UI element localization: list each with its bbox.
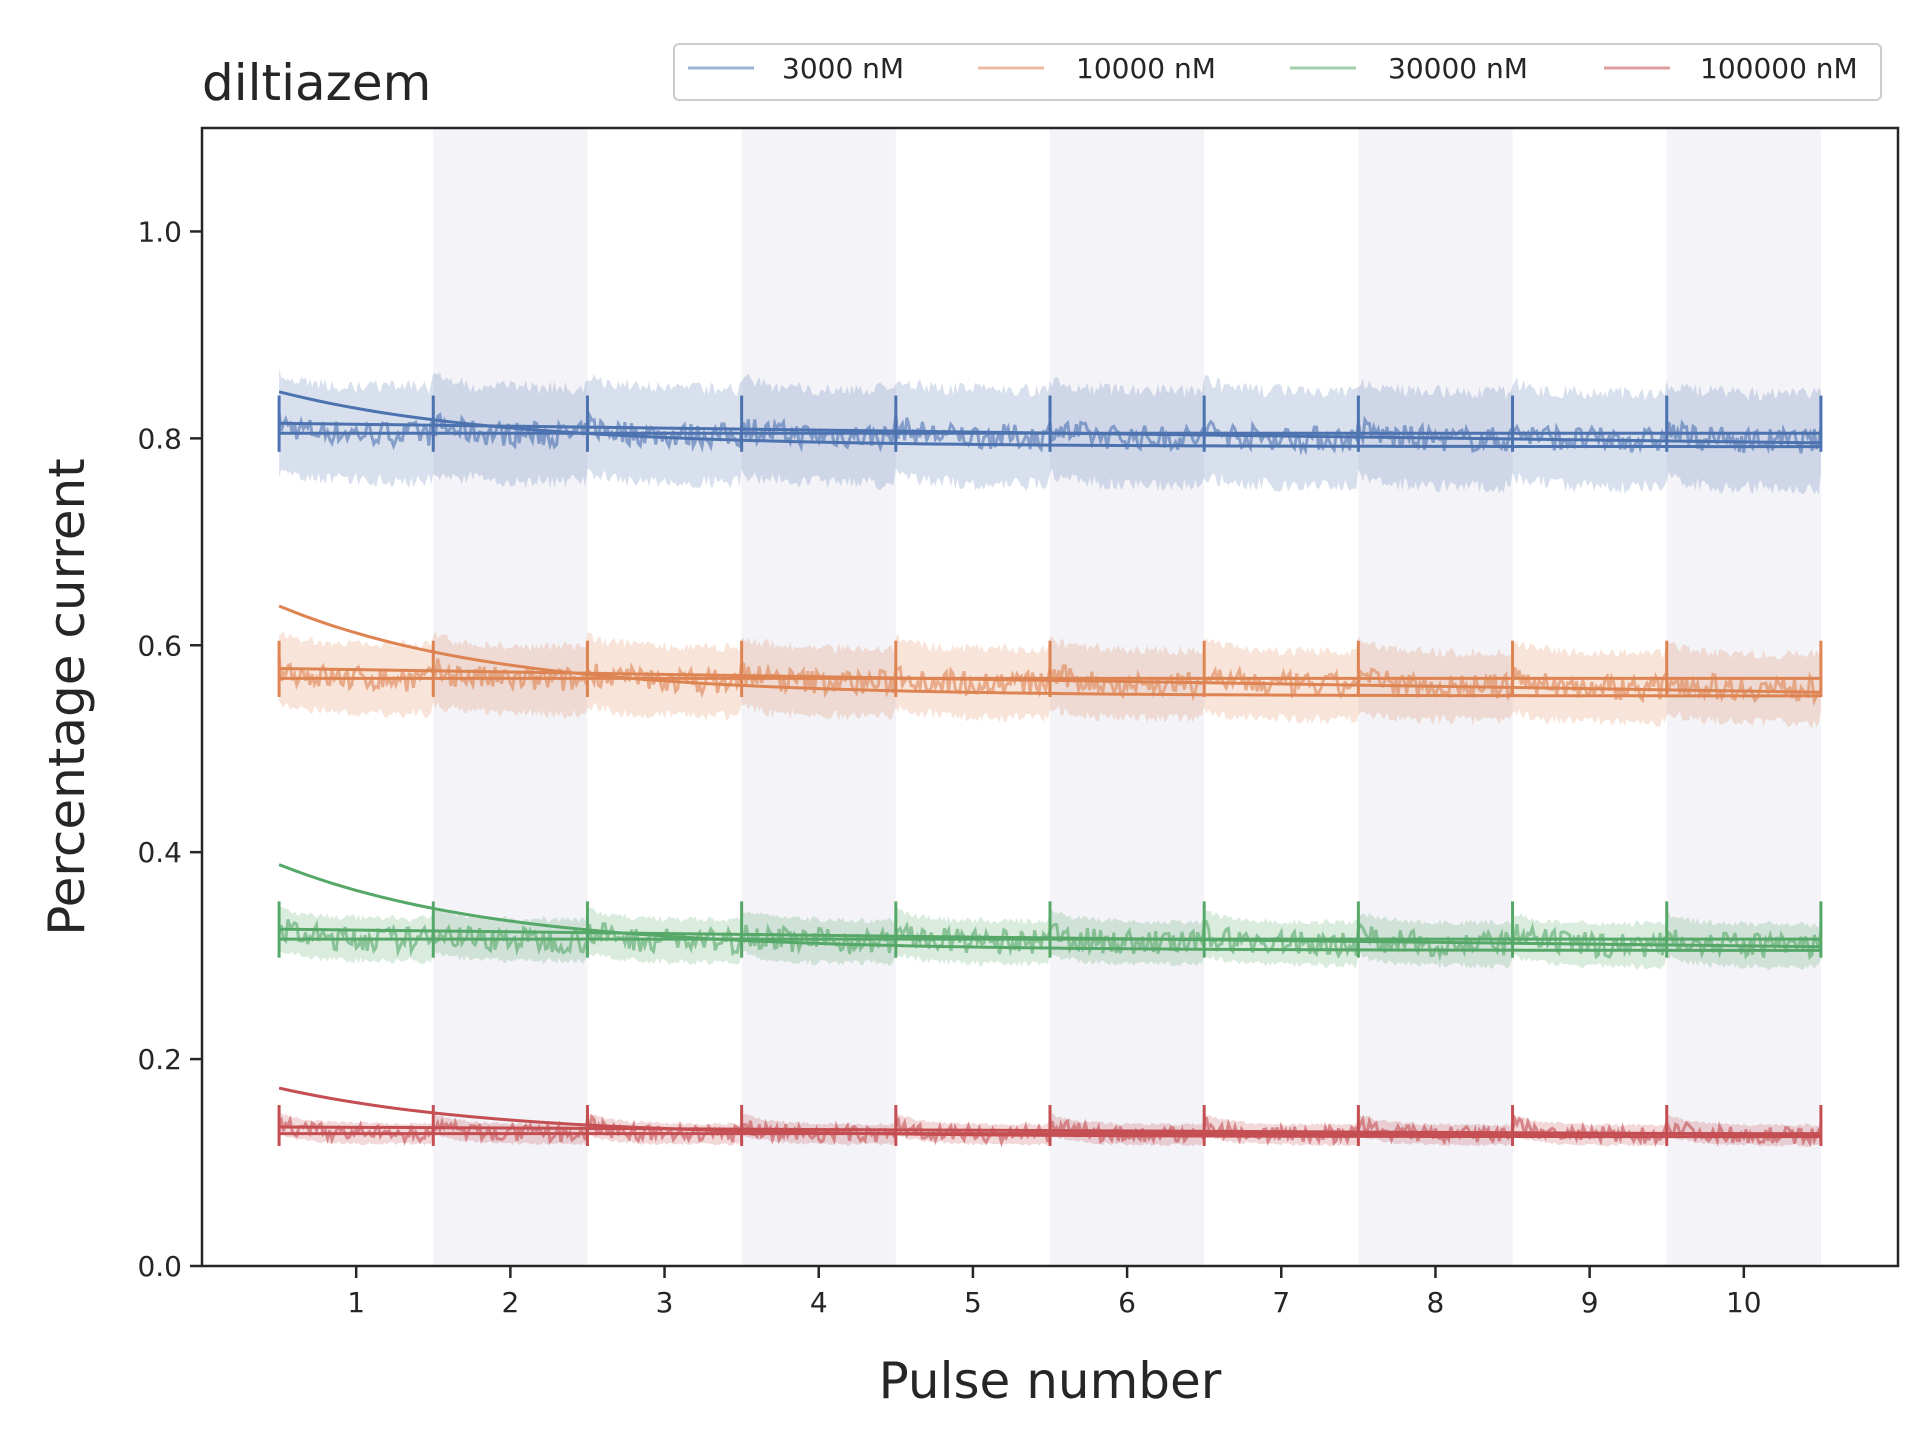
x-axis: 1 2 3 4 5 6 7 8 9 10: [347, 1266, 1762, 1319]
y-axis: 0.0 0.2 0.4 0.6 0.8 1.0: [137, 215, 202, 1283]
x-tick-label: 1: [347, 1286, 365, 1319]
y-tick-label: 0.0: [137, 1250, 182, 1283]
legend-box: [673, 43, 1882, 101]
x-tick-label: 10: [1726, 1286, 1762, 1319]
shaded-band-2: [433, 128, 588, 1266]
legend-label-10000: 10000 nM: [1076, 52, 1216, 85]
chart-title: diltiazem: [202, 54, 431, 112]
x-tick-label: 2: [501, 1286, 519, 1319]
x-tick-label: 8: [1427, 1286, 1445, 1319]
series-layer: [277, 368, 1823, 1148]
series-3: [277, 1086, 1823, 1148]
legend-label-100000: 100000 nM: [1700, 52, 1858, 85]
series-2: [277, 863, 1823, 970]
series-1: [277, 604, 1823, 728]
legend-label-3000: 3000 nM: [782, 52, 904, 85]
x-tick-label: 6: [1118, 1286, 1136, 1319]
x-tick-label: 4: [810, 1286, 828, 1319]
legend-label-30000: 30000 nM: [1388, 52, 1528, 85]
y-tick-label: 1.0: [137, 215, 182, 248]
y-tick-label: 0.6: [137, 629, 182, 662]
x-tick-label: 5: [964, 1286, 982, 1319]
plot-frame: [200, 126, 1900, 1268]
legend: 3000 nM 10000 nM 30000 nM 100000 nM: [673, 43, 1882, 101]
shaded-band-4: [741, 128, 896, 1266]
series-0: [277, 368, 1823, 495]
x-tick-label: 3: [656, 1286, 674, 1319]
y-tick-label: 0.8: [137, 422, 182, 455]
shaded-band-6: [1050, 128, 1205, 1266]
x-tick-label: 9: [1581, 1286, 1599, 1319]
y-tick-label: 0.2: [137, 1043, 182, 1076]
x-tick-label: 7: [1272, 1286, 1290, 1319]
y-tick-label: 0.4: [137, 836, 182, 869]
x-axis-title: Pulse number: [879, 1352, 1222, 1410]
y-axis-title: Percentage current: [38, 458, 96, 936]
